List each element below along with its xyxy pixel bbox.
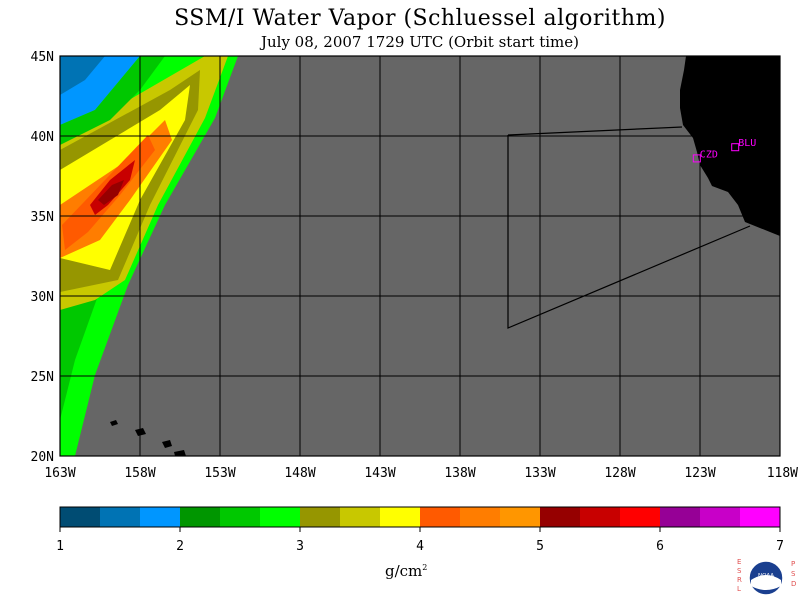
lat-tick-label: 25N — [31, 370, 54, 385]
lon-tick-label: 158W — [124, 466, 155, 481]
swath-band-darkgreen — [60, 290, 100, 420]
color-bar-swatch — [620, 507, 661, 527]
color-bar — [59, 506, 781, 528]
lon-tick-label: 128W — [604, 466, 635, 481]
color-bar-swatch — [220, 507, 261, 527]
color-bar-swatch — [500, 507, 541, 527]
land-island-4 — [174, 450, 186, 456]
color-bar-tick-label: 1 — [56, 539, 64, 554]
color-bar-swatch — [420, 507, 461, 527]
site-marker — [692, 154, 701, 163]
color-bar-tick-label: 4 — [416, 539, 424, 554]
map-frame — [59, 55, 781, 457]
color-bar-swatch — [660, 507, 701, 527]
longitude-labels: 163W 158W 153W 148W 143W 138W 133W 128W 123W 118W — [44, 466, 798, 481]
lat-tick-label: 40N — [31, 130, 54, 145]
data-swath — [60, 56, 238, 456]
lat-tick-label: 20N — [31, 450, 54, 465]
site-marker — [731, 143, 740, 152]
lon-tick-label: 163W — [44, 466, 75, 481]
color-bar-swatch — [700, 507, 741, 527]
color-bar-swatch — [540, 507, 581, 527]
color-bar-tick-label: 3 — [296, 539, 304, 554]
logo-noaa-text: NOAA — [758, 573, 774, 579]
lon-tick-label: 153W — [204, 466, 235, 481]
map-subtitle: July 08, 2007 1729 UTC (Orbit start time… — [260, 33, 580, 51]
lon-tick-label: 138W — [444, 466, 475, 481]
color-bar-tick-label: 6 — [656, 539, 664, 554]
site-label: CZD — [700, 149, 718, 160]
color-bar-swatch — [140, 507, 181, 527]
color-bar-labels: 1 2 3 4 5 6 7 — [56, 527, 784, 554]
lon-tick-label: 118W — [767, 466, 798, 481]
color-bar-swatch — [740, 507, 781, 527]
site-markers: CZD BLU — [692, 138, 756, 163]
latitude-labels: 45N 40N 35N 30N 25N 20N — [31, 50, 54, 465]
map-title: SSM/I Water Vapor (Schluessel algorithm) — [174, 6, 666, 31]
swath-band-darkred — [98, 180, 124, 205]
color-bar-swatch — [300, 507, 341, 527]
color-bar-swatch — [380, 507, 421, 527]
lat-tick-label: 35N — [31, 210, 54, 225]
land-island-3 — [162, 440, 172, 448]
lon-tick-label: 143W — [364, 466, 395, 481]
lon-tick-label: 148W — [284, 466, 315, 481]
lat-tick-label: 30N — [31, 290, 54, 305]
color-bar-swatch — [180, 507, 221, 527]
units-label: g/cm2 — [385, 562, 428, 580]
color-bar-swatch — [340, 507, 381, 527]
map-panel: CZD BLU — [59, 55, 781, 457]
lat-tick-label: 45N — [31, 50, 54, 65]
lon-tick-label: 133W — [524, 466, 555, 481]
color-bar-swatch — [460, 507, 501, 527]
color-bar-tick-label: 7 — [776, 539, 784, 554]
site-label: BLU — [738, 138, 756, 149]
color-bar-swatch — [60, 507, 101, 527]
color-bar-swatch — [260, 507, 301, 527]
color-bar-tick-label: 2 — [176, 539, 184, 554]
color-bar-swatch — [100, 507, 141, 527]
flight-track-line — [507, 135, 751, 329]
color-bar-swatch — [580, 507, 621, 527]
lon-tick-label: 123W — [684, 466, 715, 481]
swath-band-midblue — [60, 56, 105, 95]
land-california — [680, 56, 780, 236]
flight-track-line-top — [507, 126, 683, 136]
land-island-1 — [110, 420, 118, 426]
swath-band-green-top — [60, 56, 165, 145]
color-bar-tick-label: 5 — [536, 539, 544, 554]
